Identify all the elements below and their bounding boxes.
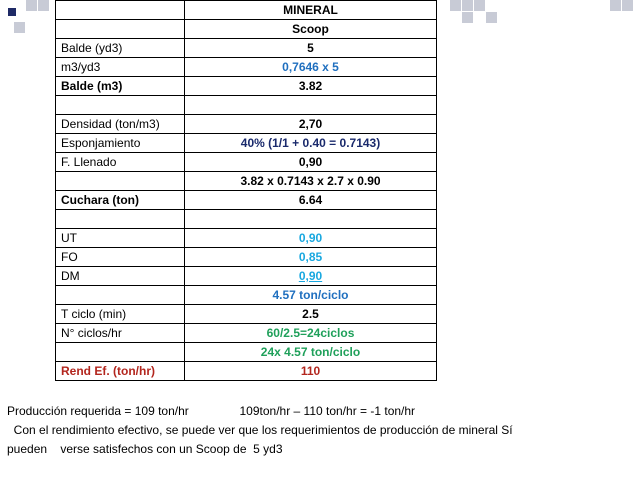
row-value: 0,90 (184, 152, 437, 172)
table-row: Balde (m3) 3.82 (55, 76, 437, 96)
row-value: 2.5 (184, 304, 437, 324)
production-table: MINERAL Scoop Balde (yd3) 5 m3/yd3 0,764… (55, 0, 437, 381)
notes: Producción requerida = 109 ton/hr 109ton… (7, 402, 632, 459)
row-label: FO (55, 247, 185, 267)
row-label (55, 342, 185, 362)
row-label (55, 209, 185, 229)
table-row (55, 209, 437, 229)
equipment-cell: Scoop (184, 19, 437, 39)
header-cell: MINERAL (184, 0, 437, 20)
row-label: Balde (m3) (55, 76, 185, 96)
row-value: 24x 4.57 ton/ciclo (184, 342, 437, 362)
row-value: 6.64 (184, 190, 437, 210)
row-value: 3.82 x 0.7143 x 2.7 x 0.90 (184, 171, 437, 191)
table-row: 24x 4.57 ton/ciclo (55, 342, 437, 362)
row-label (55, 285, 185, 305)
row-value: 110 (184, 361, 437, 381)
table-row: Balde (yd3) 5 (55, 38, 437, 58)
row-value (184, 209, 437, 229)
row-value: 3.82 (184, 76, 437, 96)
row-value: 0,90 (184, 228, 437, 248)
difference-calc: 109ton/hr – 110 ton/hr = -1 ton/hr (239, 404, 416, 418)
row-value: 40% (1/1 + 0.40 = 0.7143) (184, 133, 437, 153)
required-production: Producción requerida = 109 ton/hr (7, 404, 189, 418)
row-value: 0,90 (184, 266, 437, 286)
table-row: Scoop (55, 19, 437, 39)
table-row (55, 95, 437, 115)
row-value: 2,70 (184, 114, 437, 134)
table-row: F. Llenado 0,90 (55, 152, 437, 172)
row-value (184, 95, 437, 115)
table-row: Cuchara (ton) 6.64 (55, 190, 437, 210)
row-label: Rend Ef. (ton/hr) (55, 361, 185, 381)
note-line-1: Producción requerida = 109 ton/hr 109ton… (7, 402, 632, 421)
row-label (55, 171, 185, 191)
table-row: Esponjamiento 40% (1/1 + 0.40 = 0.7143) (55, 133, 437, 153)
row-label: T ciclo (min) (55, 304, 185, 324)
note-line-3: pueden verse satisfechos con un Scoop de… (7, 442, 283, 456)
table-row: MINERAL (55, 0, 437, 20)
row-label: N° ciclos/hr (55, 323, 185, 343)
row-value: 60/2.5=24ciclos (184, 323, 437, 343)
row-value: 0,85 (184, 247, 437, 267)
row-label: F. Llenado (55, 152, 185, 172)
note-line-2: Con el rendimiento efectivo, se puede ve… (7, 423, 513, 437)
table-row: DM 0,90 (55, 266, 437, 286)
row-value: 0,7646 x 5 (184, 57, 437, 77)
row-label: Cuchara (ton) (55, 190, 185, 210)
row-label: m3/yd3 (55, 57, 185, 77)
row-value: 4.57 ton/ciclo (184, 285, 437, 305)
table-row: 3.82 x 0.7143 x 2.7 x 0.90 (55, 171, 437, 191)
row-label: Esponjamiento (55, 133, 185, 153)
table-row: T ciclo (min) 2.5 (55, 304, 437, 324)
row-label: Densidad (ton/m3) (55, 114, 185, 134)
row-label: Balde (yd3) (55, 38, 185, 58)
table-row: Densidad (ton/m3) 2,70 (55, 114, 437, 134)
table-row: UT 0,90 (55, 228, 437, 248)
table-row: 4.57 ton/ciclo (55, 285, 437, 305)
table-row: m3/yd3 0,7646 x 5 (55, 57, 437, 77)
row-label: DM (55, 266, 185, 286)
row-label: UT (55, 228, 185, 248)
row-value: 5 (184, 38, 437, 58)
table-row: N° ciclos/hr 60/2.5=24ciclos (55, 323, 437, 343)
table-row: Rend Ef. (ton/hr) 110 (55, 361, 437, 381)
row-label (55, 95, 185, 115)
table-row: FO 0,85 (55, 247, 437, 267)
